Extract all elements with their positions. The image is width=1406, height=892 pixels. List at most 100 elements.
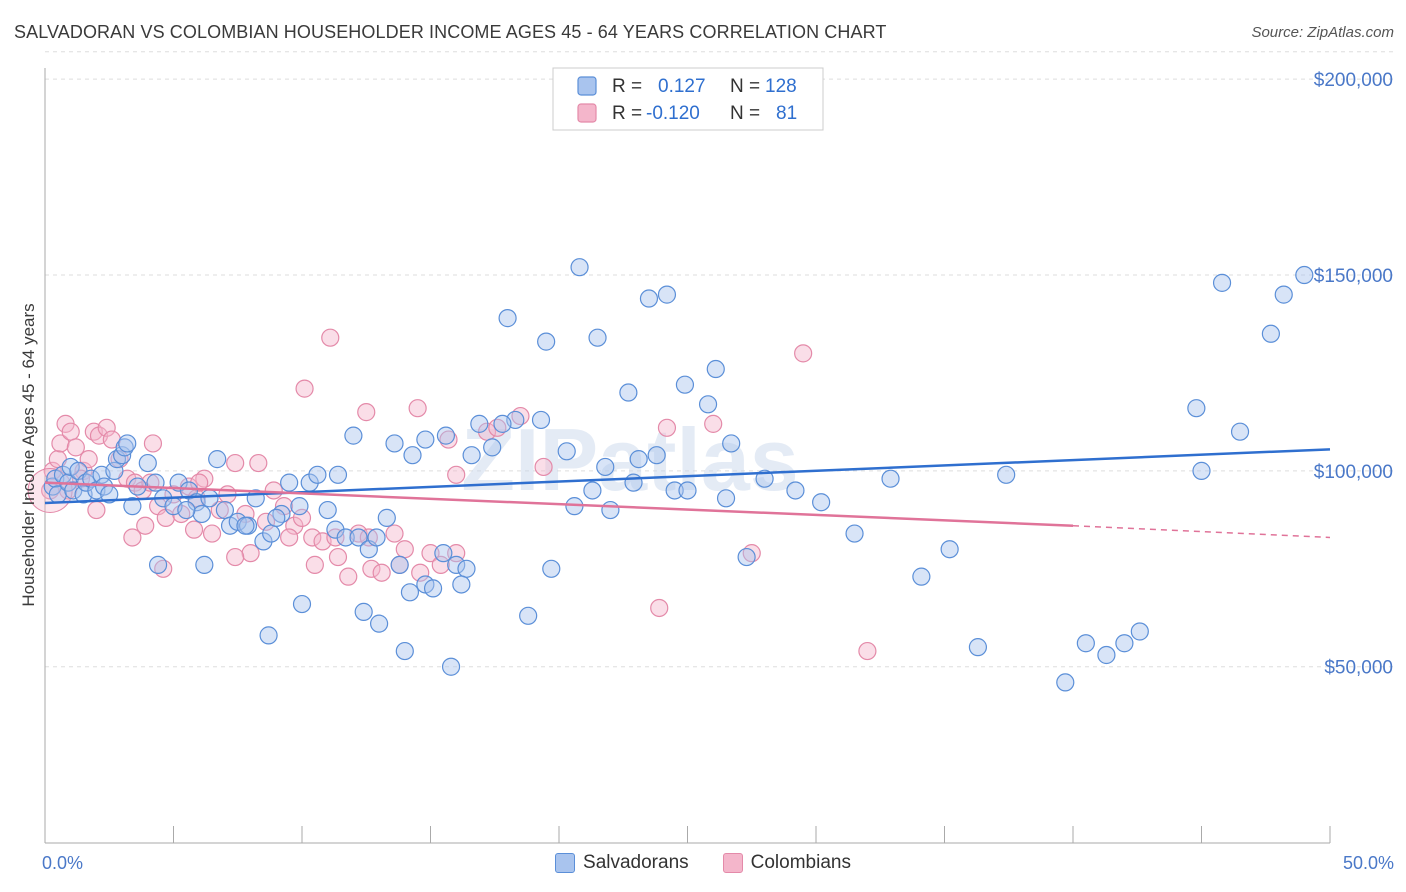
point-colombians-50 <box>123 528 142 547</box>
point-salvadorans-103 <box>639 289 659 308</box>
point-colombians-66 <box>447 465 466 484</box>
point-colombians-25 <box>202 524 222 543</box>
x-tick-label-0: 0.0% <box>42 853 83 873</box>
point-colombians-77 <box>87 500 106 520</box>
point-salvadorans-96 <box>1274 285 1293 304</box>
point-salvadorans-77 <box>737 547 756 567</box>
point-salvadorans-92 <box>1187 399 1206 418</box>
point-colombians-40 <box>339 567 358 586</box>
point-salvadorans-22 <box>138 453 157 473</box>
point-salvadorans-56 <box>447 555 466 574</box>
point-salvadorans-37 <box>254 532 273 551</box>
legend-r-value-1: 0.127 <box>658 76 706 97</box>
point-colombians-42 <box>362 559 381 578</box>
point-salvadorans-116 <box>624 473 643 492</box>
point-salvadorans-117 <box>403 446 422 465</box>
point-colombians-55 <box>305 555 324 574</box>
point-colombians-37 <box>303 528 322 547</box>
point-salvadorans-60 <box>292 594 312 614</box>
point-salvadorans-87 <box>1056 673 1075 692</box>
point-salvadorans-74 <box>665 481 684 500</box>
trend-colombians <box>44 481 1074 527</box>
y-tick-label-0: $50,000 <box>1324 658 1393 679</box>
point-salvadorans-90 <box>1115 634 1134 653</box>
point-colombians-35 <box>285 516 304 535</box>
point-colombians-45 <box>395 540 414 559</box>
point-salvadorans-101 <box>537 332 556 351</box>
point-salvadorans-119 <box>436 426 456 445</box>
point-colombians-11 <box>97 418 116 437</box>
trend-lines <box>44 448 1331 539</box>
axes <box>44 68 1331 844</box>
legend-n-value-1: 128 <box>765 76 797 97</box>
point-salvadorans-99 <box>570 258 589 277</box>
grid-lines <box>45 51 1396 668</box>
point-salvadorans-93 <box>1192 461 1211 480</box>
point-colombians-52 <box>184 520 204 539</box>
point-salvadorans-38 <box>262 524 281 543</box>
point-colombians-43 <box>372 563 391 582</box>
point-salvadorans-97 <box>1295 265 1314 285</box>
point-salvadorans-52 <box>400 583 420 602</box>
chart-title: SALVADORAN VS COLOMBIAN HOUSEHOLDER INCO… <box>14 22 887 42</box>
legend-r-label-1: R = <box>612 76 642 97</box>
point-colombians-54 <box>280 528 299 547</box>
point-salvadorans-19 <box>118 434 137 453</box>
point-colombians-70 <box>657 418 677 437</box>
point-salvadorans-102 <box>588 328 607 347</box>
point-salvadorans-50 <box>377 508 396 527</box>
point-salvadorans-29 <box>192 504 211 524</box>
point-salvadorans-100 <box>498 309 517 328</box>
point-salvadorans-75 <box>678 481 697 500</box>
point-salvadorans-95 <box>1261 324 1280 343</box>
point-colombians-28 <box>226 453 245 473</box>
legend-swatch-salvadorans <box>577 76 597 96</box>
point-salvadorans-113 <box>531 410 551 430</box>
point-salvadorans-111 <box>483 438 502 457</box>
point-salvadorans-51 <box>390 555 409 574</box>
point-salvadorans-124 <box>385 434 404 453</box>
point-colombians-53 <box>226 547 245 567</box>
point-salvadorans-115 <box>596 457 615 477</box>
point-colombians-63 <box>321 328 340 347</box>
point-salvadorans-104 <box>657 285 677 304</box>
point-salvadorans-43 <box>308 465 327 484</box>
point-colombians-31 <box>249 453 268 473</box>
point-colombians-64 <box>295 379 314 398</box>
point-colombians-48 <box>431 555 450 574</box>
point-salvadorans-40 <box>280 473 299 492</box>
point-salvadorans-61 <box>259 626 278 645</box>
source-label: Source: ZipAtlas.com <box>1251 24 1394 41</box>
y-tick-label-1: $100,000 <box>1314 462 1393 483</box>
legend-label-colombians: Colombians <box>750 852 851 873</box>
point-colombians-5 <box>61 422 80 441</box>
point-salvadorans-89 <box>1097 645 1116 665</box>
point-colombians-33 <box>264 481 283 500</box>
point-salvadorans-59 <box>148 555 168 574</box>
point-salvadorans-120 <box>470 414 489 433</box>
point-salvadorans-15 <box>105 461 124 480</box>
point-salvadorans-86 <box>997 465 1016 484</box>
point-salvadorans-127 <box>177 500 196 520</box>
legend-r-value-2: -0.120 <box>646 103 700 124</box>
point-colombians-74 <box>858 641 877 661</box>
point-salvadorans-108 <box>675 375 695 394</box>
point-colombians-56 <box>328 547 348 567</box>
point-salvadorans-91 <box>1130 622 1149 641</box>
point-salvadorans-72 <box>629 450 648 469</box>
point-salvadorans-49 <box>367 528 386 547</box>
point-salvadorans-88 <box>1076 634 1095 653</box>
point-salvadorans-46 <box>336 528 355 547</box>
point-colombians-61 <box>534 457 553 477</box>
point-salvadorans-67 <box>519 606 538 625</box>
point-salvadorans-30 <box>200 489 219 508</box>
trend-colombians-extrapolated <box>1072 524 1331 539</box>
point-salvadorans-64 <box>395 641 414 661</box>
point-salvadorans-121 <box>493 414 512 433</box>
point-colombians-69 <box>650 598 669 618</box>
point-salvadorans-44 <box>318 500 337 520</box>
point-colombians-6 <box>66 438 85 457</box>
point-colombians-32 <box>256 512 276 531</box>
point-colombians-67 <box>357 403 376 422</box>
point-salvadorans-58 <box>195 555 214 574</box>
